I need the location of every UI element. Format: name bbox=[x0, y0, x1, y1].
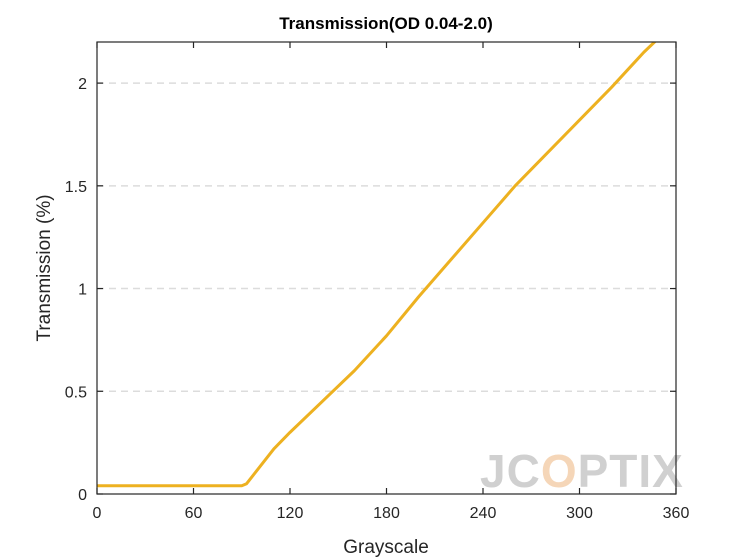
svg-text:JCOPTIX: JCOPTIX bbox=[480, 445, 684, 497]
x-tick-label-0: 0 bbox=[93, 505, 102, 522]
series-group bbox=[97, 42, 657, 488]
chart-title: Transmission(OD 0.04-2.0) bbox=[279, 14, 493, 33]
plot-area bbox=[97, 42, 676, 494]
x-tick-label-1: 60 bbox=[185, 505, 203, 522]
y-axis-label: Transmission (%) bbox=[34, 194, 55, 341]
watermark-text-left: JC bbox=[480, 445, 541, 497]
x-tick-label-3: 180 bbox=[373, 505, 400, 522]
x-tick-label-5: 300 bbox=[566, 505, 593, 522]
x-tick-label-2: 120 bbox=[277, 505, 304, 522]
y-tick-label-0: 0 bbox=[78, 487, 87, 504]
tick-labels: 0 60 120 180 240 300 360 0 0.5 1 1.5 2 bbox=[65, 76, 690, 522]
grid bbox=[97, 82, 676, 393]
watermark: JCOPTIX bbox=[480, 445, 684, 497]
watermark-text-right: PTIX bbox=[578, 445, 684, 497]
x-tick-label-6: 360 bbox=[663, 505, 690, 522]
y-tick-label-1: 0.5 bbox=[65, 384, 87, 401]
y-tick-label-3: 1.5 bbox=[65, 179, 87, 196]
watermark-text-highlight: O bbox=[541, 445, 578, 497]
y-tick-label-2: 1 bbox=[78, 282, 87, 299]
series-line-0 bbox=[97, 42, 657, 488]
y-tick-label-4: 2 bbox=[78, 76, 87, 93]
ticks bbox=[96, 42, 677, 495]
x-tick-label-4: 240 bbox=[470, 505, 497, 522]
x-axis-label: Grayscale bbox=[343, 537, 429, 558]
